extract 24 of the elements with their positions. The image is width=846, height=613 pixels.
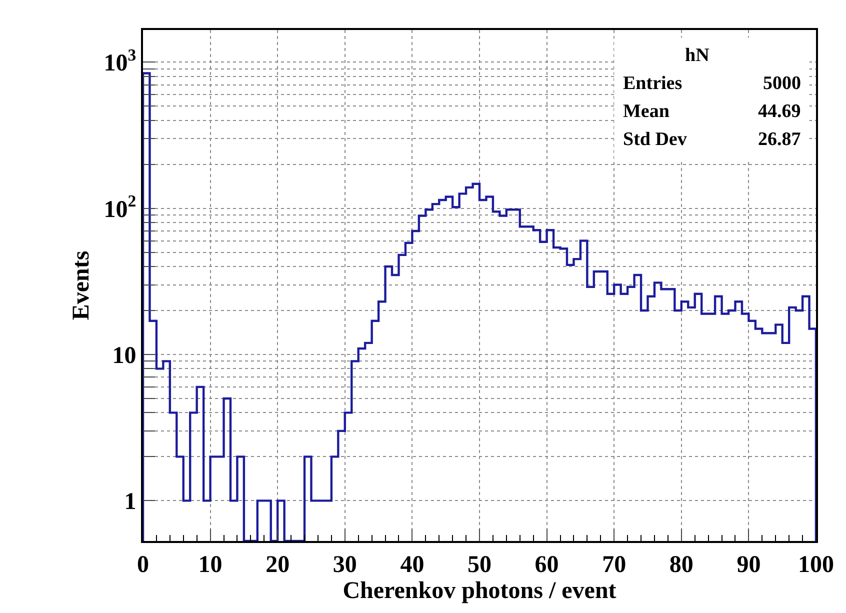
- annotation: Entries: [623, 73, 682, 94]
- annotation: Mean: [623, 101, 670, 122]
- x-tick-label: 10: [198, 552, 222, 578]
- x-tick-label: 30: [332, 552, 357, 578]
- x-tick-label: 80: [669, 552, 694, 578]
- annotation: hN: [685, 45, 710, 66]
- x-tick-label: 100: [798, 552, 834, 578]
- y-tick-label: 1: [124, 489, 136, 516]
- annotation: Std Dev: [623, 129, 688, 150]
- annotation: 5000: [763, 73, 801, 94]
- y-tick-label: 10$^{2}$: [104, 192, 136, 223]
- x-tick-label: 70: [602, 552, 626, 578]
- x-tick-label: 40: [400, 552, 424, 578]
- annotation: 26.87: [758, 129, 802, 150]
- x-tick-label: 50: [468, 552, 492, 578]
- x-axis-title: Cherenkov photons / event: [342, 578, 616, 604]
- annotation: 44.69: [758, 101, 801, 122]
- y-axis-title: Events: [68, 250, 94, 320]
- y-tick-label: 10$^{3}$: [104, 45, 136, 77]
- x-tick-label: 90: [736, 552, 761, 578]
- y-tick-label: 10: [112, 342, 136, 369]
- x-tick-label: 20: [266, 552, 290, 578]
- x-tick-label: 0: [137, 552, 149, 578]
- x-tick-label: 60: [534, 552, 559, 578]
